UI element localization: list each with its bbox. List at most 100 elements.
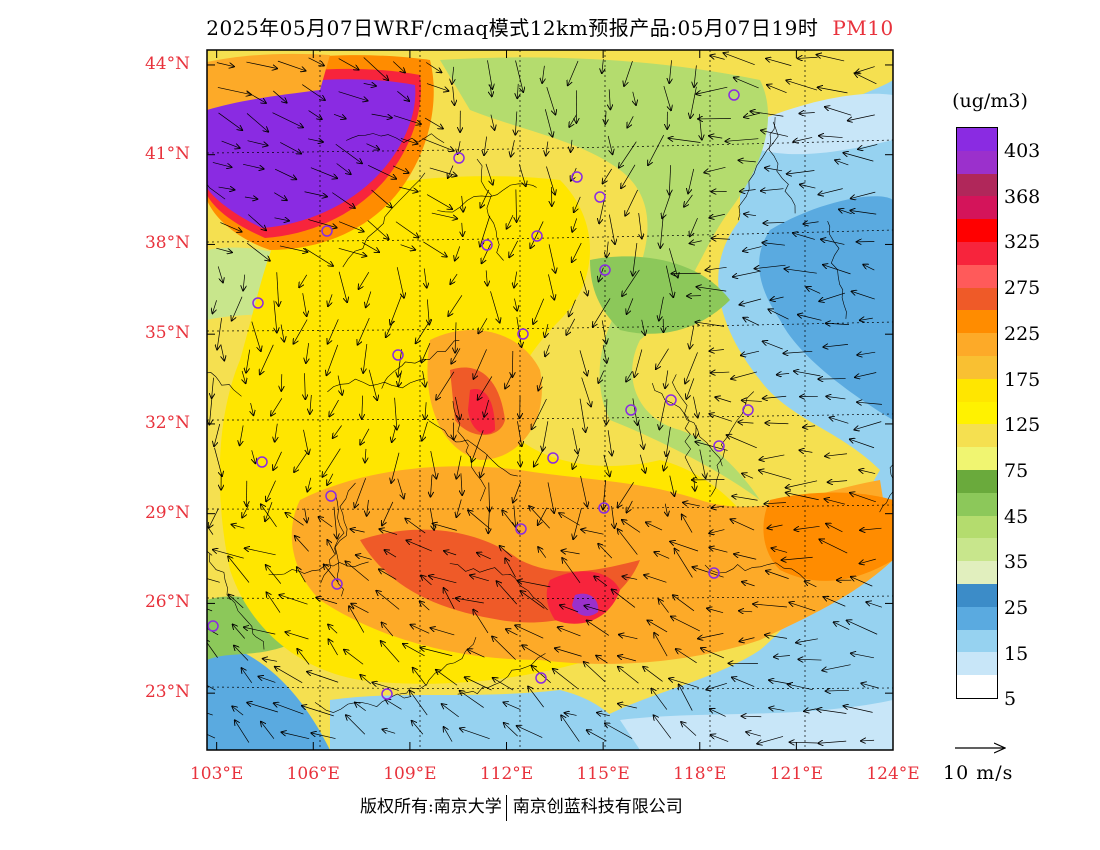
wind-arrow-icon <box>337 375 342 395</box>
province-boundary <box>672 374 698 480</box>
wind-arrow-icon <box>852 291 875 300</box>
wind-arrow-icon <box>473 349 487 378</box>
wind-arrow-icon <box>819 539 848 554</box>
wind-arrow-icon <box>379 569 397 580</box>
wind-arrow-icon <box>633 243 638 275</box>
wind-arrow-icon <box>793 233 815 240</box>
wind-arrow-icon <box>522 645 552 663</box>
wind-arrow-icon <box>609 89 610 109</box>
wind-arrow-icon <box>338 58 359 70</box>
wind-arrow-icon <box>518 581 551 588</box>
wind-arrow-icon <box>228 556 250 583</box>
wind-arrow-icon <box>622 269 640 296</box>
wind-arrow-icon <box>303 429 308 454</box>
wind-arrow-icon <box>690 325 695 349</box>
map-title: 2025年05月07日WRF/cmaq模式12km预报产品:05月07日19时 P… <box>0 12 1100 41</box>
wind-arrow-icon <box>648 134 664 165</box>
wind-arrow-icon <box>308 139 323 142</box>
wind-arrow-icon <box>240 425 244 445</box>
wind-arrow-icon <box>710 709 726 717</box>
wind-arrow-icon <box>362 395 363 419</box>
wind-arrow-icon <box>491 114 495 130</box>
wind-arrow-icon <box>707 608 724 614</box>
legend-unit: (ug/m3) <box>952 90 1028 112</box>
wind-arrow-icon <box>484 399 489 417</box>
wind-arrow-icon <box>207 712 213 716</box>
wind-arrow-icon <box>490 84 492 96</box>
colorbar-label: 25 <box>1004 597 1029 619</box>
wind-arrow-icon <box>490 291 499 322</box>
wind-arrow-icon <box>482 243 491 263</box>
wind-arrow-icon <box>709 414 733 422</box>
wind-arrow-icon <box>251 321 261 351</box>
wind-arrow-icon <box>666 426 671 456</box>
wind-arrow-icon <box>368 369 377 400</box>
wind-arrow-icon <box>345 561 369 581</box>
wind-arrow-icon <box>462 195 464 212</box>
wind-arrow-icon <box>212 377 214 398</box>
wind-arrow-icon <box>782 557 813 560</box>
wind-arrow-icon <box>332 192 354 208</box>
wind-arrow-icon <box>426 194 452 209</box>
wind-arrow-icon <box>485 163 493 185</box>
wind-arrow-icon <box>859 470 876 474</box>
wind-arrow-icon <box>843 153 874 162</box>
wind-arrow-icon <box>731 519 755 531</box>
wind-arrow-icon <box>392 426 397 442</box>
wind-arrow-icon <box>460 691 484 708</box>
wind-arrow-icon <box>607 135 612 154</box>
wind-arrow-icon <box>319 517 333 528</box>
wind-arrow-icon <box>599 267 604 282</box>
wind-arrow-icon <box>371 113 392 118</box>
colorbar-swatch <box>957 469 997 493</box>
wind-arrow-icon <box>848 114 875 121</box>
wind-arrow-icon <box>328 319 339 343</box>
wind-arrow-icon <box>606 398 607 425</box>
wind-arrow-icon <box>805 581 817 588</box>
province-boundary <box>737 121 779 221</box>
wind-arrow-icon <box>673 595 695 612</box>
wind-arrow-icon <box>412 721 424 735</box>
circle-marker-icon <box>453 152 465 164</box>
wind-arrow-icon <box>847 620 878 635</box>
colorbar-swatch <box>957 241 997 265</box>
wind-arrow-icon <box>660 216 663 248</box>
wind-arrow-icon <box>518 164 525 186</box>
wind-arrow-icon <box>742 400 762 401</box>
lon-label: 118°E <box>673 764 727 784</box>
colorbar-swatch <box>957 355 997 379</box>
wind-arrow-icon <box>511 140 515 156</box>
wind-arrow-icon <box>530 221 544 248</box>
wind-arrow-icon <box>560 605 579 613</box>
colorbar-swatch <box>957 378 997 402</box>
colorbar-label: 368 <box>1004 185 1041 208</box>
wind-arrow-icon <box>617 482 634 507</box>
wind-arrow-icon <box>850 493 876 503</box>
wind-arrow-icon <box>468 649 485 658</box>
wind-arrow-icon <box>363 57 388 81</box>
colorbar <box>956 127 998 699</box>
wind-arrow-icon <box>844 706 873 713</box>
wind-arrow-icon <box>659 400 666 429</box>
circle-marker-icon <box>713 440 725 452</box>
wind-arrow-icon <box>759 470 792 480</box>
wind-arrow-icon <box>344 650 364 665</box>
wind-arrow-icon <box>327 473 334 485</box>
wind-arrow-icon <box>546 141 548 156</box>
wind-arrow-icon <box>618 529 638 555</box>
province-boundary <box>449 563 548 611</box>
wind-arrow-icon <box>534 448 544 467</box>
wind-arrow-icon <box>766 59 792 66</box>
wind-arrow-icon <box>385 550 397 558</box>
wind-arrow-icon <box>710 55 725 60</box>
wind-arrow-icon <box>857 352 876 355</box>
wind-arrow-icon <box>328 639 338 656</box>
wind-arrow-icon <box>346 715 366 735</box>
wind-arrow-icon <box>803 426 816 428</box>
lat-label: 35°N <box>144 323 190 344</box>
wind-arrow-icon <box>607 430 612 455</box>
wind-arrow-icon <box>308 219 336 228</box>
wind-arrow-icon <box>266 480 276 502</box>
wind-arrow-icon <box>382 501 394 525</box>
wind-arrow-icon <box>712 238 730 239</box>
